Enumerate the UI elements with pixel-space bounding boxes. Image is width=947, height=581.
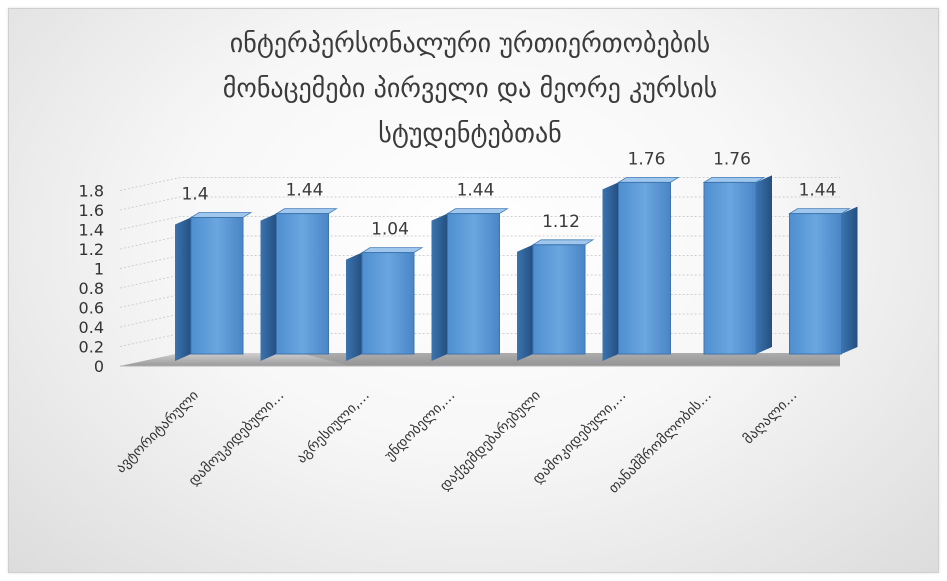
bar — [175, 212, 253, 361]
bar — [260, 208, 338, 361]
bar — [431, 208, 509, 361]
bar-front — [361, 252, 415, 355]
chart-title: ინტერპერსონალური ურთიერთობების მონაცემებ… — [120, 22, 820, 157]
bar-top — [702, 176, 766, 183]
data-label: 1.76 — [713, 149, 751, 169]
x-tick-label: დამოკიდებული,… — [530, 388, 630, 488]
bar-top — [189, 212, 253, 218]
bar-side — [431, 213, 448, 361]
data-label: 1.12 — [542, 212, 580, 232]
bar-top — [275, 208, 338, 215]
bar — [702, 175, 772, 355]
gridline — [119, 177, 840, 191]
y-tick-label: 1 — [94, 260, 104, 279]
x-tick-label: უნდობელი,… — [382, 388, 458, 464]
y-tick-label: 1.4 — [79, 221, 104, 240]
data-label: 1.4 — [181, 185, 208, 205]
bar-front — [618, 181, 671, 355]
x-tick-label: ავტორიტარული — [112, 387, 202, 477]
bar-front — [276, 213, 329, 355]
x-tick-label: მაღალი… — [740, 388, 800, 448]
data-label: 1.44 — [286, 181, 324, 201]
chart-title-line-3: სტუდენტებთან — [378, 119, 562, 149]
bar-front — [190, 217, 244, 355]
bar-side — [841, 206, 858, 354]
bar-side — [602, 182, 619, 361]
bar-top — [531, 239, 595, 246]
bar-top — [446, 208, 509, 215]
data-label: 1.44 — [799, 181, 837, 201]
data-label: 1.04 — [371, 220, 409, 240]
bar — [346, 247, 424, 361]
y-tick-label: 0.6 — [79, 299, 104, 318]
y-tick-label: 0.2 — [79, 338, 104, 357]
bar-front — [447, 213, 500, 355]
bar-front — [532, 244, 586, 355]
bar-side — [346, 252, 362, 361]
chart-title-line-2: მონაცემები პირველი და მეორე კურსის — [222, 74, 718, 104]
bar-side — [756, 175, 772, 354]
data-label: 1.76 — [628, 149, 666, 169]
y-tick-label: 1.2 — [79, 240, 104, 259]
y-tick-label: 0 — [94, 357, 104, 376]
bar — [788, 206, 858, 355]
bar-front — [703, 181, 757, 355]
x-tick-label: აგრესიული,… — [293, 387, 373, 467]
bar-top — [788, 208, 851, 215]
bar-top — [617, 176, 680, 183]
y-tick-label: 0.4 — [79, 318, 104, 337]
bar-side — [175, 217, 191, 361]
bar-side — [260, 213, 277, 361]
y-tick-label: 1.8 — [79, 182, 104, 201]
chart-title-line-1: ინტერპერსონალური ურთიერთობების — [229, 29, 711, 59]
y-tick-label: 0.8 — [79, 279, 104, 298]
bar — [602, 176, 680, 361]
x-tick-label: დამოუკიდებული… — [186, 388, 288, 490]
data-label: 1.44 — [457, 181, 495, 201]
bar-side — [517, 244, 533, 361]
bar-top — [360, 247, 424, 254]
y-tick-label: 1.6 — [79, 201, 104, 220]
chart-floor-shade — [300, 353, 840, 366]
bar-front — [789, 213, 842, 355]
bar — [517, 239, 595, 361]
